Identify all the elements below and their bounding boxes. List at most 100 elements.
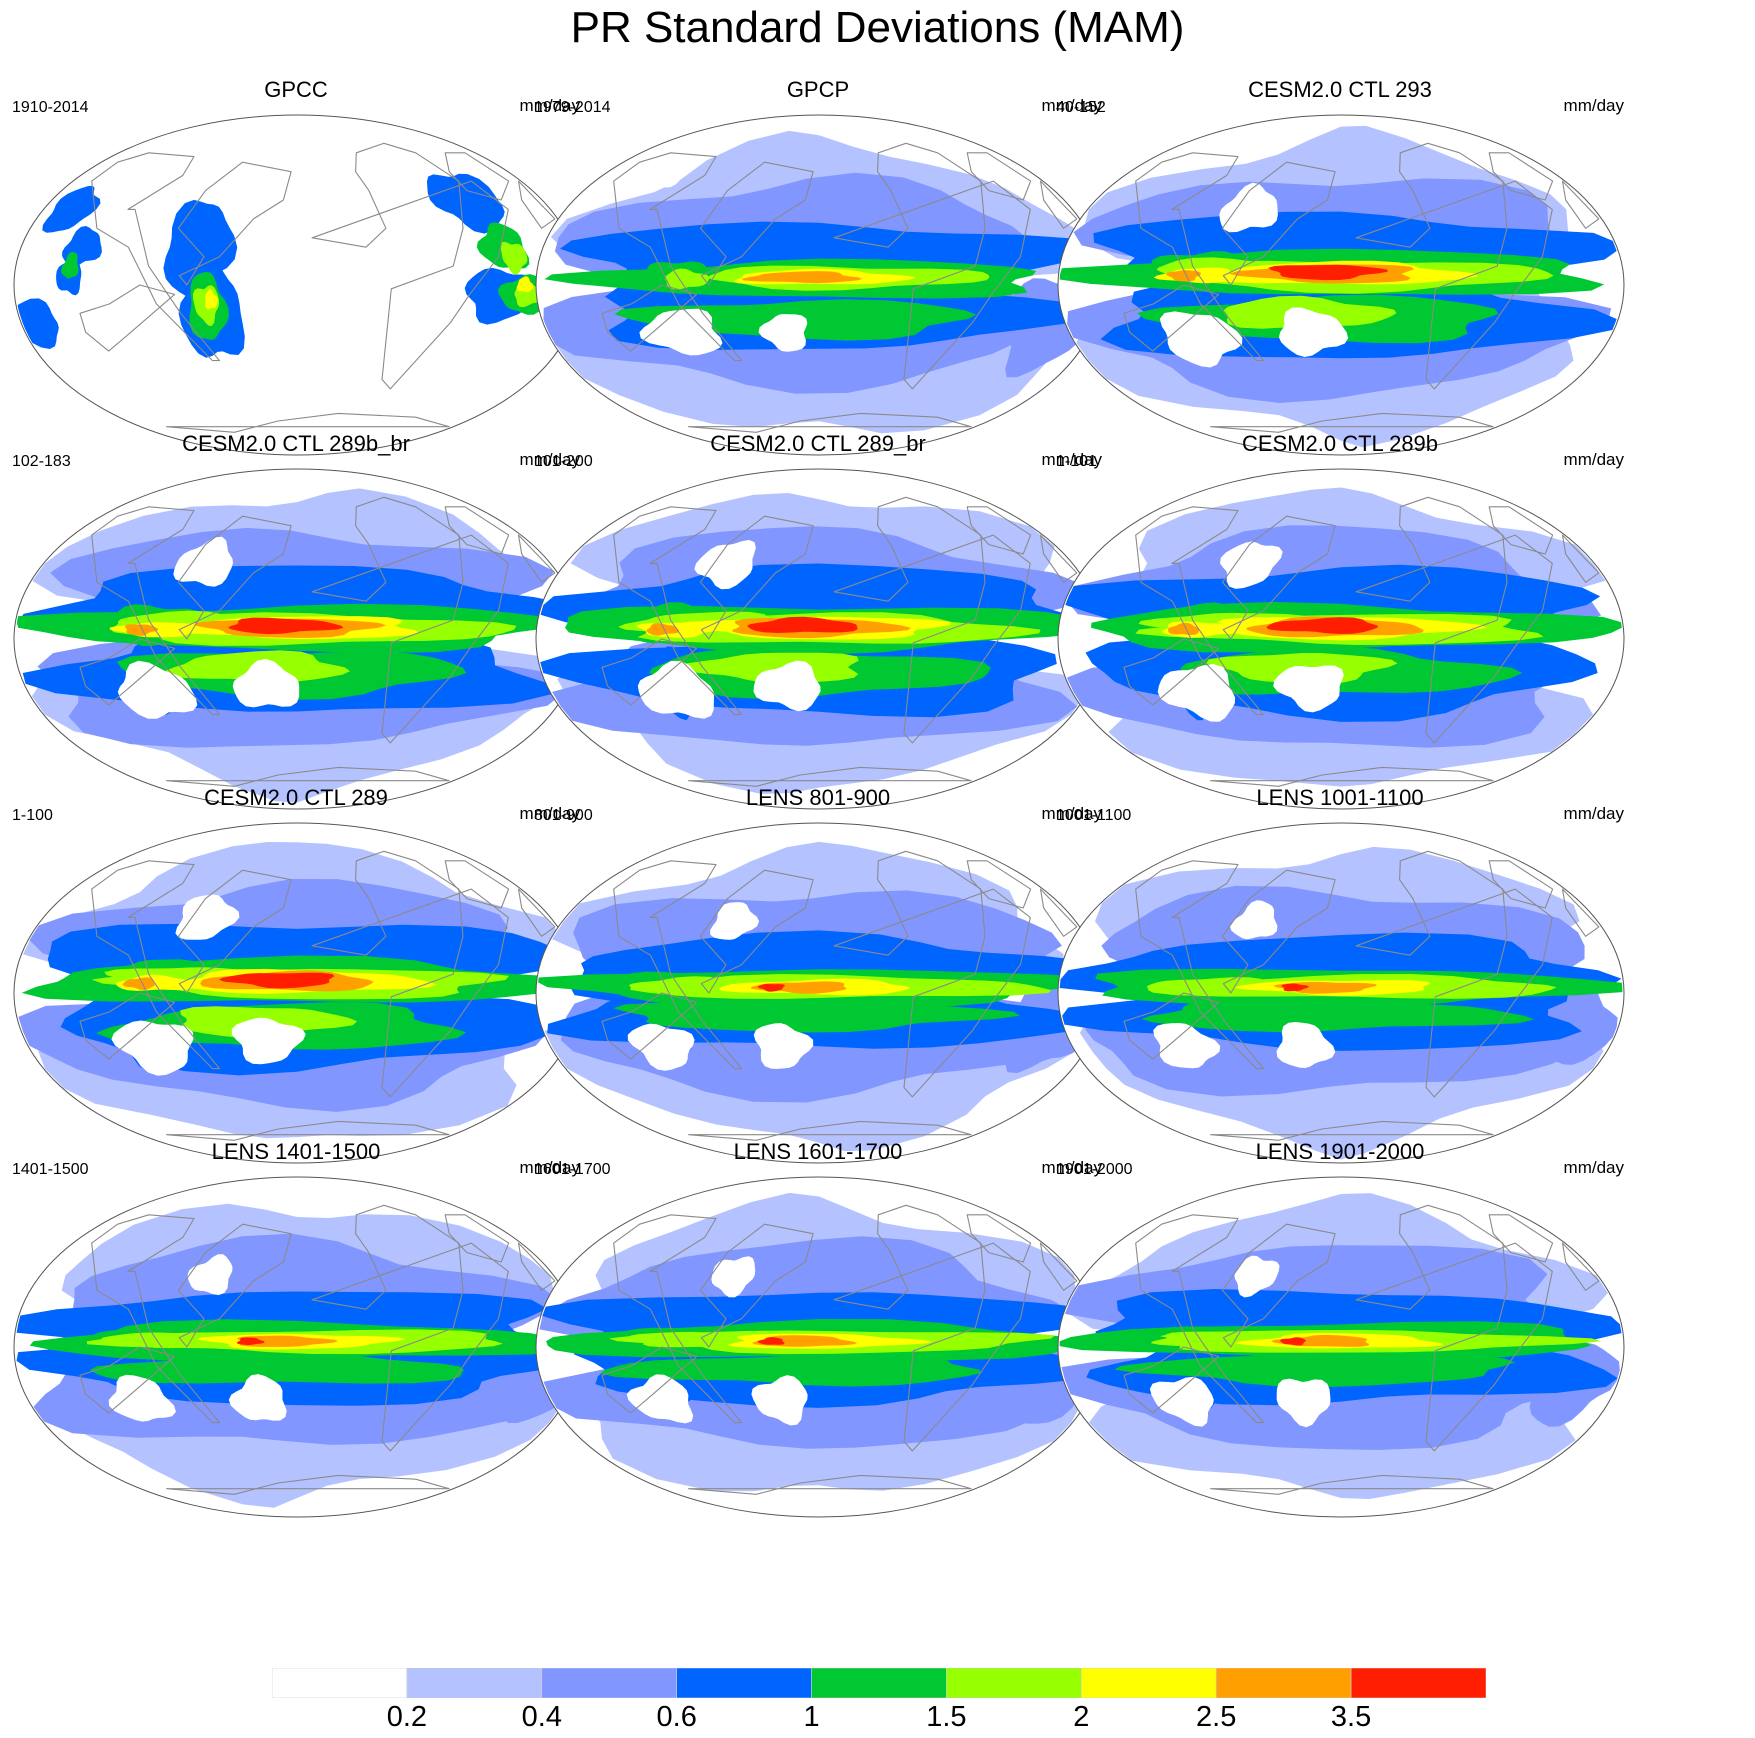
map-panel: LENS 801-900 801-900 mm/day [526,784,1110,1164]
panel-years-label: 1901-2000 [1056,1161,1133,1178]
panel-units-label: mm/day [519,450,580,469]
contour-region [646,623,680,636]
dry-zone-region [1278,307,1349,357]
colorbar-swatch [406,1667,543,1699]
coastline [166,412,450,433]
colorbar-tick-label: 2.5 [1196,1701,1237,1733]
colorbar-tick-label: 2 [1073,1701,1090,1733]
contour-region [1168,622,1200,635]
map-border [1057,468,1625,810]
dry-zone-region [753,1023,814,1069]
coastline [311,1204,509,1452]
contour-region [1281,983,1309,992]
coastline [1039,180,1078,229]
dry-zone-region [1234,1255,1280,1298]
dry-zone-region [108,1374,176,1422]
dry-zone-region [626,1374,694,1424]
panel-years-label: 1401-1500 [12,1161,89,1178]
colorbar [271,1667,1487,1699]
colorbar-swatch [1215,1667,1352,1699]
coastline [1355,142,1553,390]
coastline [177,869,292,994]
coastline [699,869,814,994]
coastline [688,766,972,787]
map-canvas [13,822,581,1164]
colorbar-swatch [271,1667,408,1699]
coastline [517,888,556,937]
coastline [688,412,972,433]
map-panel: CESM2.0 CTL 289_br 101-200 mm/day [526,430,1110,810]
coastline [177,161,292,286]
map-panel: CESM2.0 CTL 289b_br 102-183 mm/day [4,430,588,810]
coastline [833,1204,1031,1452]
contour-region [1141,998,1535,1033]
panel-units-label: mm/day [1041,804,1102,823]
colorbar-tick-label: 1.5 [926,1701,967,1733]
dry-zone-region [1153,1023,1221,1069]
coastline [1123,1346,1220,1414]
map-border [1057,822,1625,1164]
map-canvas [13,114,581,456]
dry-zone-region [1276,1378,1331,1428]
map-canvas [1057,468,1625,810]
coastline [1561,534,1600,583]
coastline [517,180,556,229]
contour-fill-layer [14,115,580,455]
contour-region [1266,617,1378,634]
panel-units-label: mm/day [1041,450,1102,469]
contour-region [236,1337,265,1345]
contour-region [236,1335,339,1347]
contour-region [219,972,335,989]
coastline [1355,496,1553,744]
coastline [1221,869,1336,994]
map-panel: LENS 1601-1700 1601-1700 mm/day [526,1138,1110,1518]
contour-fill-layer [536,115,1102,455]
contour-fill-layer [14,1177,580,1517]
coastline [177,515,292,640]
coastline [601,992,698,1060]
coastline [79,1346,176,1414]
contour-region [757,983,785,992]
coastline [91,1214,221,1424]
coastline [1039,534,1078,583]
contour-region [516,276,534,293]
contour-fill-layer [536,469,1102,809]
coastline [688,1120,972,1141]
coastline [517,534,556,583]
panel-title: LENS 1901-2000 [1255,1139,1425,1164]
dry-zone-region [117,660,198,719]
contour-fill-layer [536,823,1102,1163]
figure-title: PR Standard Deviations (MAM) [570,3,1185,52]
contour-region [1520,978,1618,1065]
coastline [1221,1223,1336,1348]
panel-units-label: mm/day [1041,1158,1102,1177]
panel-units-label: mm/day [1563,804,1624,823]
coastline [1561,180,1600,229]
coastline [699,161,814,286]
contour-region [89,1351,464,1384]
map-panel: GPCP 1979-2014 mm/day [526,76,1110,456]
colorbar-tick-label: 0.4 [521,1701,562,1733]
coastline [833,496,1031,744]
coastline [1123,992,1220,1060]
panel-units-label: mm/day [1563,450,1624,469]
coastline [966,152,1032,201]
panel-title: CESM2.0 CTL 293 [1248,77,1432,102]
panel-units-label: mm/day [519,804,580,823]
panel-title: LENS 1601-1700 [733,1139,903,1164]
coastline [1355,850,1553,1098]
dry-zone-region [1149,1376,1214,1427]
coastline [966,506,1032,555]
coastline [91,152,221,362]
map-canvas [535,1176,1103,1518]
coastline [833,850,1031,1098]
dry-zone-region [660,157,700,188]
contour-region [1279,1337,1306,1346]
dry-zone-region [627,1023,695,1071]
map-panel: GPCC 1910-2014 mm/day [4,76,588,456]
dry-zone-region [639,308,723,356]
panel-title: LENS 801-900 [745,785,891,810]
contour-region [500,241,528,275]
contour-fill-layer [1058,823,1624,1163]
coastline [1210,1120,1494,1141]
